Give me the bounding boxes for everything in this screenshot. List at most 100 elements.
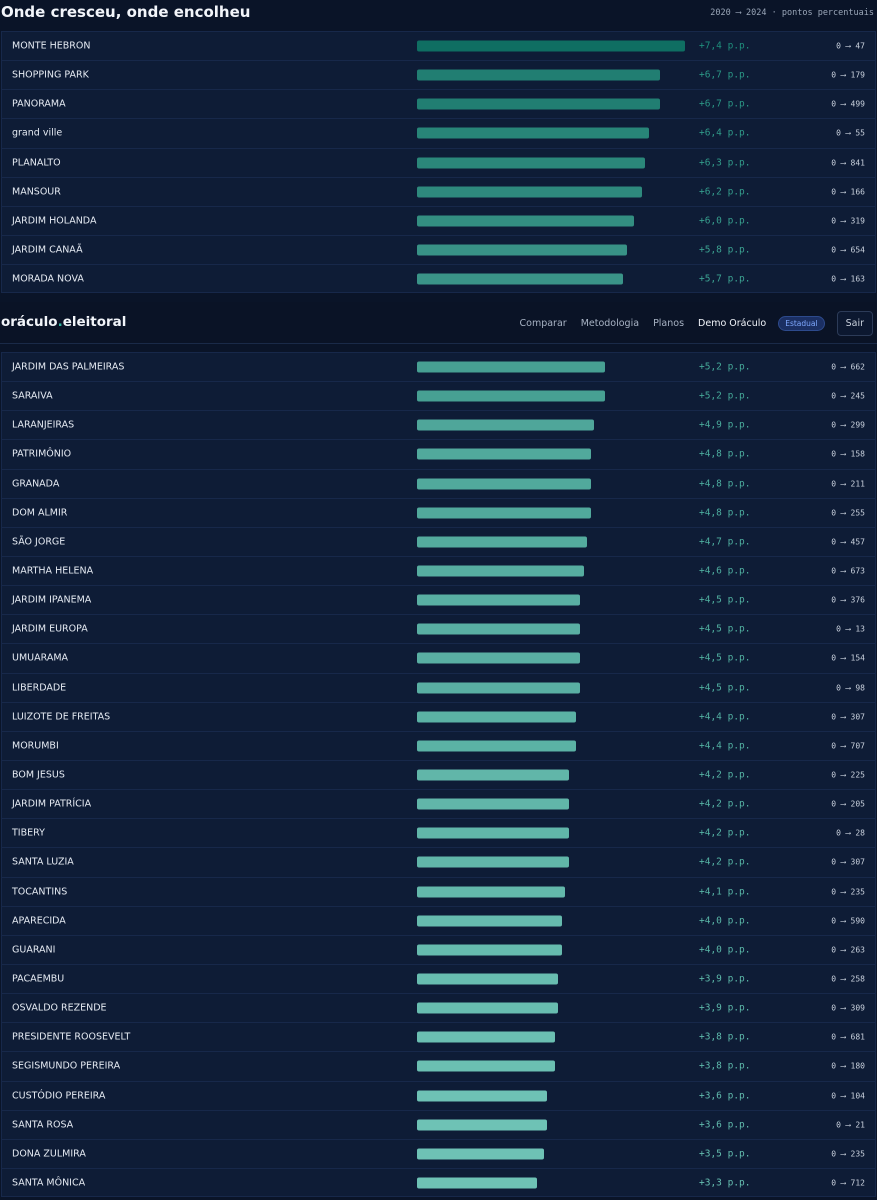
delta-label: +7,4 p.p. [699, 40, 751, 52]
bar-mark [417, 740, 577, 752]
delta-label: +4,6 p.p. [699, 565, 751, 577]
bar-mark [417, 682, 580, 694]
bar-mark [417, 915, 562, 927]
table-row[interactable]: JARDIM PATRÍCIA +4,2 p.p. 0 ⟶ 205 [1, 789, 876, 819]
table-row[interactable]: LIBERDADE +4,5 p.p. 0 ⟶ 98 [1, 672, 876, 702]
row-name: SANTA ROSA [12, 1119, 74, 1131]
table-row[interactable]: CUSTÓDIO PEREIRA +3,6 p.p. 0 ⟶ 104 [1, 1080, 876, 1110]
bar-mark [417, 652, 580, 664]
range-label: 0 ⟶ 299 [831, 420, 865, 430]
delta-label: +4,8 p.p. [699, 478, 751, 490]
bar-mark [417, 1177, 537, 1188]
delta-label: +3,3 p.p. [699, 1177, 751, 1188]
table-row[interactable]: LUIZOTE DE FREITAS +4,4 p.p. 0 ⟶ 307 [1, 701, 876, 731]
table-row[interactable]: SANTA LUZIA +4,2 p.p. 0 ⟶ 307 [1, 847, 876, 877]
row-name: CUSTÓDIO PEREIRA [12, 1090, 106, 1102]
delta-label: +6,4 p.p. [699, 127, 751, 139]
row-name: DOM ALMIR [12, 507, 68, 519]
nav-link-demo-oraculo[interactable]: Demo Oráculo [698, 317, 767, 329]
range-label: 0 ⟶ 662 [831, 362, 865, 372]
table-row[interactable]: JARDIM EUROPA +4,5 p.p. 0 ⟶ 13 [1, 614, 876, 644]
table-row[interactable]: JARDIM CANAÃ +5,8 p.p. 0 ⟶ 654 [1, 234, 876, 265]
table-row[interactable]: MORADA NOVA +5,7 p.p. 0 ⟶ 163 [1, 264, 876, 294]
bar-mark [417, 1090, 548, 1102]
bar-mark [417, 711, 577, 723]
table-row[interactable]: GRANADA +4,8 p.p. 0 ⟶ 211 [1, 468, 876, 498]
table-row[interactable]: MANSOUR +6,2 p.p. 0 ⟶ 166 [1, 176, 876, 206]
delta-label: +4,2 p.p. [699, 827, 751, 839]
table-row[interactable]: OSVALDO REZENDE +3,9 p.p. 0 ⟶ 309 [1, 993, 876, 1023]
table-row[interactable]: TOCANTINS +4,1 p.p. 0 ⟶ 235 [1, 876, 876, 906]
table-row[interactable]: SANTA ROSA +3,6 p.p. 0 ⟶ 21 [1, 1109, 876, 1139]
table-row[interactable]: MORUMBI +4,4 p.p. 0 ⟶ 707 [1, 730, 876, 760]
table-row[interactable]: PACAEMBU +3,9 p.p. 0 ⟶ 258 [1, 963, 876, 994]
range-label: 0 ⟶ 205 [831, 799, 865, 809]
nav-link-metodologia[interactable]: Metodologia [580, 317, 640, 329]
delta-label: +4,8 p.p. [699, 448, 751, 460]
table-row[interactable]: DOM ALMIR +4,8 p.p. 0 ⟶ 255 [1, 497, 876, 527]
brand-logo[interactable]: oráculo.eleitoral [1, 314, 126, 330]
table-row[interactable]: UMUARAMA +4,5 p.p. 0 ⟶ 154 [1, 643, 876, 673]
row-name: UMUARAMA [12, 652, 69, 664]
table-row[interactable]: PANORAMA +6,7 p.p. 0 ⟶ 499 [1, 89, 876, 119]
range-label: 0 ⟶ 673 [831, 566, 865, 576]
row-name: JARDIM PATRÍCIA [12, 798, 92, 810]
bar-mark [417, 1002, 559, 1014]
table-row[interactable]: BOM JESUS +4,2 p.p. 0 ⟶ 225 [1, 759, 876, 790]
table-row[interactable]: PLANALTO +6,3 p.p. 0 ⟶ 841 [1, 147, 876, 177]
table-row[interactable]: PRESIDENTE ROOSEVELT +3,8 p.p. 0 ⟶ 681 [1, 1022, 876, 1052]
range-label: 0 ⟶ 55 [836, 128, 865, 138]
table-row[interactable]: APARECIDA +4,0 p.p. 0 ⟶ 590 [1, 905, 876, 935]
delta-label: +4,0 p.p. [699, 915, 751, 927]
table-row[interactable]: SHOPPING PARK +6,7 p.p. 0 ⟶ 179 [1, 60, 876, 90]
delta-label: +3,9 p.p. [699, 973, 751, 985]
logout-button[interactable]: Sair [836, 310, 873, 336]
table-row[interactable]: SANTA MÔNICA +3,3 p.p. 0 ⟶ 712 [1, 1167, 876, 1198]
bar-mark [417, 361, 606, 373]
plan-badge: Estadual [778, 315, 825, 331]
bar-mark [417, 944, 562, 956]
table-row[interactable]: DONA ZULMIRA +3,5 p.p. 0 ⟶ 235 [1, 1138, 876, 1168]
bar-mark [417, 390, 606, 402]
row-name: PANORAMA [12, 98, 66, 110]
table-row[interactable]: SEGISMUNDO PEREIRA +3,8 p.p. 0 ⟶ 180 [1, 1051, 876, 1081]
bar-mark [417, 973, 559, 985]
table-row[interactable]: MONTE HEBRON +7,4 p.p. 0 ⟶ 47 [1, 31, 876, 61]
range-label: 0 ⟶ 681 [831, 1032, 865, 1042]
nav-links: Comparar Metodologia Planos Demo Oráculo… [519, 310, 873, 336]
delta-label: +3,6 p.p. [699, 1090, 751, 1102]
range-label: 0 ⟶ 654 [831, 245, 865, 255]
table-row[interactable]: JARDIM DAS PALMEIRAS +5,2 p.p. 0 ⟶ 662 [1, 352, 876, 382]
table-row[interactable]: MARTHA HELENA +4,6 p.p. 0 ⟶ 673 [1, 555, 876, 586]
table-row[interactable]: LARANJEIRAS +4,9 p.p. 0 ⟶ 299 [1, 410, 876, 440]
row-name: MANSOUR [12, 186, 61, 198]
range-label: 0 ⟶ 28 [836, 828, 865, 838]
table-row[interactable]: grand ville +6,4 p.p. 0 ⟶ 55 [1, 118, 876, 148]
row-name: MONTE HEBRON [12, 40, 91, 52]
table-row[interactable]: JARDIM IPANEMA +4,5 p.p. 0 ⟶ 376 [1, 585, 876, 615]
row-name: JARDIM IPANEMA [12, 594, 92, 606]
bar-mark [417, 798, 570, 810]
row-name: TOCANTINS [12, 886, 68, 898]
delta-label: +4,4 p.p. [699, 740, 751, 752]
table-row[interactable]: PATRIMÔNIO +4,8 p.p. 0 ⟶ 158 [1, 439, 876, 469]
delta-label: +4,5 p.p. [699, 623, 751, 635]
bar-mark [417, 856, 570, 868]
table-row[interactable]: GUARANI +4,0 p.p. 0 ⟶ 263 [1, 934, 876, 964]
delta-label: +3,5 p.p. [699, 1148, 751, 1160]
table-row[interactable]: SÃO JORGE +4,7 p.p. 0 ⟶ 457 [1, 526, 876, 556]
table-row[interactable]: JARDIM HOLANDA +6,0 p.p. 0 ⟶ 319 [1, 205, 876, 235]
table-row[interactable]: SARAIVA +5,2 p.p. 0 ⟶ 245 [1, 381, 876, 411]
bar-mark [417, 186, 642, 198]
row-name: JARDIM CANAÃ [12, 244, 83, 256]
nav-link-planos[interactable]: Planos [653, 317, 685, 329]
nav-link-comparar[interactable]: Comparar [519, 317, 567, 329]
bar-mark [417, 215, 635, 227]
row-name: DONA ZULMIRA [12, 1148, 86, 1160]
row-name: JARDIM DAS PALMEIRAS [12, 361, 125, 373]
delta-label: +3,8 p.p. [699, 1060, 751, 1072]
delta-label: +4,1 p.p. [699, 886, 751, 898]
delta-label: +3,8 p.p. [699, 1031, 751, 1043]
brand-left: oráculo [1, 314, 58, 330]
table-row[interactable]: TIBERY +4,2 p.p. 0 ⟶ 28 [1, 818, 876, 848]
